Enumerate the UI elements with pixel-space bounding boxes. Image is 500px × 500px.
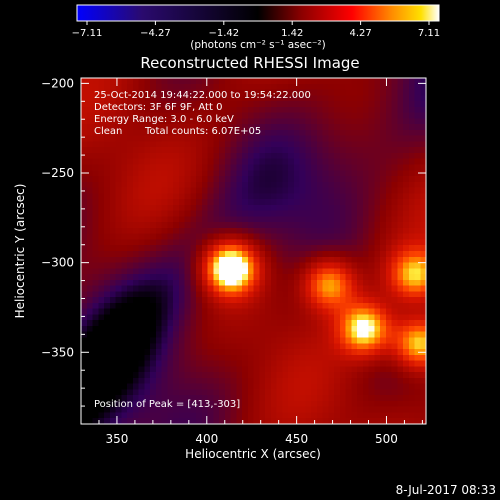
x-tick-label: 450 — [285, 432, 308, 446]
colorbar-unit-label: (photons cm⁻² s⁻¹ asec⁻²) — [190, 39, 325, 51]
annotation-peak-position: Position of Peak = [413,-303] — [94, 399, 240, 410]
x-tick-label: 350 — [105, 432, 128, 446]
colorbar — [76, 4, 440, 22]
annotation-detectors: Detectors: 3F 6F 9F, Att 0 — [94, 102, 222, 113]
chart-title: Reconstructed RHESSI Image — [140, 54, 359, 72]
x-tick-label: 500 — [375, 432, 398, 446]
colorbar-tick-label: −4.27 — [140, 28, 171, 39]
colorbar-tick-label: −1.42 — [208, 28, 239, 39]
y-tick-label: −200 — [41, 76, 74, 90]
colorbar-tick-label: −7.11 — [72, 28, 103, 39]
plot-frame — [80, 77, 427, 425]
annotation-algorithm: Clean — [94, 126, 122, 137]
heatmap-image — [81, 78, 426, 424]
y-axis-label: Heliocentric Y (arcsec) — [13, 184, 27, 319]
x-axis-label: Heliocentric X (arcsec) — [185, 447, 321, 461]
y-tick-label: −300 — [41, 256, 74, 270]
colorbar-ticks: −7.11 −4.27 −1.42 1.42 4.27 7.11 — [72, 21, 440, 39]
colorbar-tick-label: 4.27 — [349, 28, 371, 39]
footer-date: 8-Jul-2017 08:33 — [396, 483, 496, 497]
annotation-time-range: 25-Oct-2014 19:44:22.000 to 19:54:22.000 — [94, 90, 311, 101]
colorbar-tick-label: 7.11 — [418, 28, 440, 39]
annotation-total-counts: Total counts: 6.07E+05 — [144, 126, 261, 137]
annotation-energy-range: Energy Range: 3.0 - 6.0 keV — [94, 114, 234, 125]
y-tick-label: −350 — [41, 345, 74, 359]
y-tick-label: −250 — [41, 166, 74, 180]
axis-ticks: 350 400 450 500 −200 −250 −300 −350 — [41, 76, 426, 446]
colorbar-tick-label: 1.42 — [281, 28, 303, 39]
x-tick-label: 400 — [195, 432, 218, 446]
